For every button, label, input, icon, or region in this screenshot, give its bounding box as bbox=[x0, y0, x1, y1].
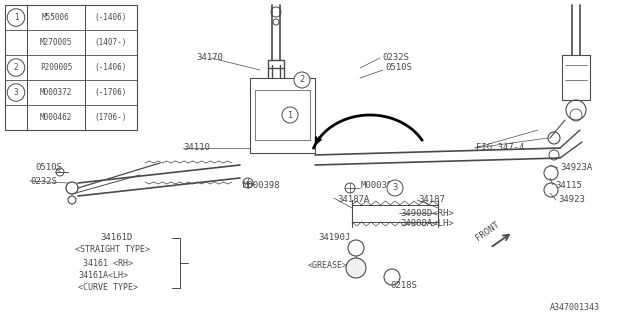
Text: 2: 2 bbox=[13, 63, 19, 72]
Text: M270005: M270005 bbox=[40, 38, 72, 47]
Circle shape bbox=[387, 180, 403, 196]
Text: 1: 1 bbox=[13, 13, 19, 22]
Bar bbox=[250, 78, 315, 153]
Text: M000462: M000462 bbox=[40, 113, 72, 122]
Text: 0232S: 0232S bbox=[382, 53, 409, 62]
Circle shape bbox=[294, 72, 310, 88]
Text: 3: 3 bbox=[392, 183, 397, 193]
Text: 1: 1 bbox=[287, 110, 292, 119]
Text: 34923A: 34923A bbox=[560, 164, 592, 172]
Text: 2: 2 bbox=[300, 76, 305, 84]
Text: (-1406): (-1406) bbox=[95, 63, 127, 72]
Text: M000372: M000372 bbox=[40, 88, 72, 97]
Text: 34187A: 34187A bbox=[337, 196, 369, 204]
Text: <GREASE>: <GREASE> bbox=[308, 260, 348, 269]
Bar bbox=[562, 55, 590, 100]
Text: M55006: M55006 bbox=[42, 13, 70, 22]
Text: FIG.347-4: FIG.347-4 bbox=[476, 143, 524, 153]
Text: 34115: 34115 bbox=[555, 180, 582, 189]
Text: FRONT: FRONT bbox=[474, 220, 502, 243]
Text: (-1706): (-1706) bbox=[95, 88, 127, 97]
Text: (1706-): (1706-) bbox=[95, 113, 127, 122]
Circle shape bbox=[346, 258, 366, 278]
Text: 34110: 34110 bbox=[183, 143, 210, 153]
Text: M000398: M000398 bbox=[243, 180, 280, 189]
Text: 34923: 34923 bbox=[558, 196, 585, 204]
Text: P200005: P200005 bbox=[40, 63, 72, 72]
Text: 0510S: 0510S bbox=[35, 164, 62, 172]
Circle shape bbox=[282, 107, 298, 123]
Text: (1407-): (1407-) bbox=[95, 38, 127, 47]
Text: 34908A<LH>: 34908A<LH> bbox=[400, 220, 454, 228]
Text: 34190J: 34190J bbox=[318, 234, 350, 243]
Text: M000398: M000398 bbox=[361, 180, 399, 189]
Text: 34170: 34170 bbox=[196, 53, 223, 62]
Text: 34908D<RH>: 34908D<RH> bbox=[400, 209, 454, 218]
Text: 34161D: 34161D bbox=[100, 234, 132, 243]
Text: <CURVE TYPE>: <CURVE TYPE> bbox=[78, 284, 138, 292]
Bar bbox=[5, 5, 137, 130]
Text: 34161A<LH>: 34161A<LH> bbox=[78, 270, 128, 279]
Text: 0218S: 0218S bbox=[390, 281, 417, 290]
Text: 0510S: 0510S bbox=[385, 63, 412, 73]
Text: 34187: 34187 bbox=[418, 196, 445, 204]
Text: A347001343: A347001343 bbox=[550, 302, 600, 311]
Text: 3: 3 bbox=[13, 88, 19, 97]
Text: (-1406): (-1406) bbox=[95, 13, 127, 22]
Text: 0232S: 0232S bbox=[30, 177, 57, 186]
Text: 34161 <RH>: 34161 <RH> bbox=[83, 259, 133, 268]
Text: <STRAIGHT TYPE>: <STRAIGHT TYPE> bbox=[75, 245, 150, 254]
